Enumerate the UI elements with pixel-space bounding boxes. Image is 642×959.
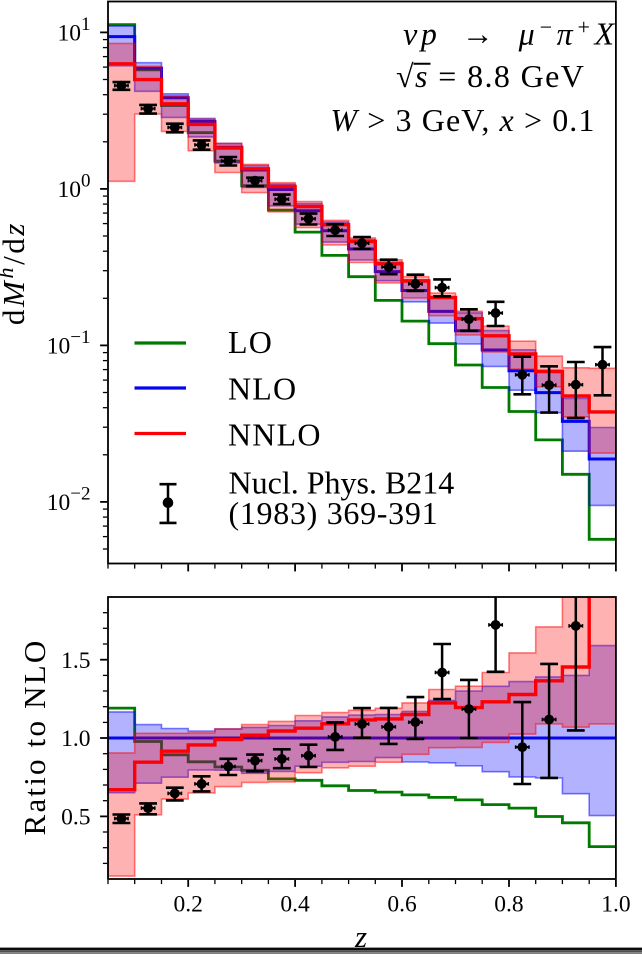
svg-text:1.0: 1.0	[61, 726, 90, 752]
svg-text:0.6: 0.6	[387, 892, 417, 918]
svg-text:W > 3 GeV, x > 0.1: W > 3 GeV, x > 0.1	[330, 102, 595, 138]
svg-text:LO: LO	[228, 324, 273, 360]
svg-text:Ratio to NLO: Ratio to NLO	[17, 639, 52, 836]
svg-text:0.4: 0.4	[280, 892, 310, 918]
svg-text:z: z	[354, 919, 367, 954]
svg-text:dMh/dz: dMh/dz	[0, 221, 31, 325]
svg-text:0.5: 0.5	[61, 805, 90, 831]
svg-text:(1983) 369-391: (1983) 369-391	[229, 495, 439, 531]
svg-text:0.8: 0.8	[494, 892, 523, 918]
svg-text:Nucl. Phys. B214: Nucl. Phys. B214	[229, 465, 455, 501]
svg-text:1.0: 1.0	[601, 892, 630, 918]
svg-text:1.5: 1.5	[61, 648, 90, 674]
svg-text:NNLO: NNLO	[228, 417, 322, 453]
svg-text:NLO: NLO	[228, 371, 297, 407]
svg-text:0.2: 0.2	[174, 892, 203, 918]
